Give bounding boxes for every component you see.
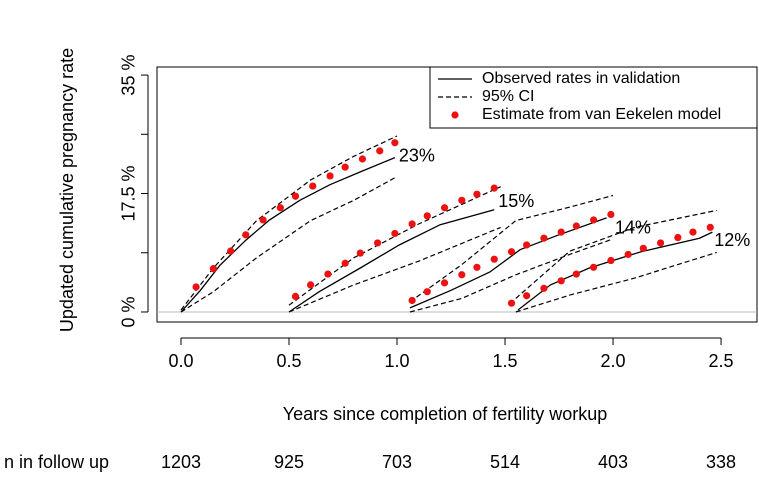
- estimate-point: [458, 271, 466, 279]
- x-axis-label: Years since completion of fertility work…: [283, 404, 607, 424]
- estimate-point: [209, 265, 217, 273]
- estimate-point: [423, 212, 431, 220]
- end-label: 15%: [498, 191, 534, 211]
- line-lower: [180, 176, 717, 313]
- estimate-point: [572, 222, 580, 230]
- estimate-point: [458, 196, 466, 204]
- estimate-point: [523, 241, 531, 249]
- x-tick-label: 2.0: [601, 351, 626, 371]
- estimate-point: [408, 220, 416, 228]
- estimate-point: [473, 263, 481, 271]
- estimate-point: [507, 299, 516, 307]
- estimate-point: [291, 292, 300, 301]
- y-tick-label: 0 %: [119, 296, 139, 327]
- estimate-point: [706, 223, 714, 231]
- estimate-point: [358, 155, 367, 163]
- legend-box: [429, 66, 758, 129]
- estimate-point: [309, 182, 317, 190]
- estimate-point: [639, 244, 647, 252]
- estimate-point: [326, 172, 334, 180]
- estimate-point: [341, 163, 349, 171]
- estimate-point: [440, 279, 449, 287]
- y-tick-label: 35 %: [119, 55, 139, 96]
- end-label: 12%: [714, 230, 750, 250]
- estimate-point: [624, 250, 632, 259]
- estimate-point: [490, 184, 498, 192]
- estimate-point: [540, 234, 548, 242]
- estimate-point: [423, 288, 431, 296]
- y-tick-label: 17.5 %: [119, 165, 139, 221]
- estimate-point: [373, 239, 382, 247]
- estimate-point: [674, 233, 682, 242]
- estimate-point: [607, 210, 615, 219]
- estimate-point: [557, 228, 565, 236]
- estimate-point: [242, 231, 250, 239]
- follow-up-count: 1203: [161, 452, 201, 472]
- estimate-point: [490, 255, 498, 263]
- estimate-point: [259, 216, 267, 224]
- estimate-point: [341, 259, 349, 267]
- legend-symbol: [451, 111, 459, 119]
- estimate-point: [589, 263, 598, 271]
- estimate-point: [589, 216, 598, 224]
- estimate-point: [192, 283, 200, 291]
- follow-up-count: 925: [274, 452, 304, 472]
- estimate-point: [356, 249, 364, 257]
- x-tick-label: 1.0: [384, 351, 409, 371]
- estimate-point: [572, 270, 580, 278]
- estimate-point: [376, 147, 384, 155]
- x-tick-label: 0.0: [168, 351, 193, 371]
- estimate-point: [306, 281, 315, 289]
- line-values: [180, 156, 713, 313]
- estimate-point: [291, 192, 300, 200]
- estimate-point: [276, 204, 284, 212]
- follow-up-count: 703: [382, 452, 412, 472]
- estimate-point: [391, 139, 399, 147]
- estimate-point: [523, 292, 531, 300]
- x-tick-label: 1.5: [493, 351, 518, 371]
- legend-label: Observed rates in validation: [482, 70, 680, 87]
- estimate-point: [324, 270, 332, 278]
- estimate-point: [507, 248, 516, 256]
- line-upper: [180, 135, 717, 311]
- estimate-point: [557, 277, 565, 285]
- end-label: 14%: [615, 217, 651, 237]
- end-label: 23%: [399, 145, 435, 165]
- x-tick-label: 2.5: [709, 351, 734, 371]
- estimate-point: [540, 284, 548, 292]
- estimate-point: [689, 228, 697, 236]
- estimate-point: [440, 204, 449, 212]
- estimate-point: [408, 296, 416, 305]
- follow-up-count: 403: [598, 452, 628, 472]
- x-tick-label: 0.5: [276, 351, 301, 371]
- estimate-point: [391, 229, 399, 238]
- follow-up-count: 514: [490, 452, 520, 472]
- legend-label: 95% CI: [482, 88, 534, 105]
- legend-label: Estimate from van Eekelen model: [482, 106, 721, 123]
- estimate-point: [607, 256, 615, 265]
- estimate-point: [656, 239, 665, 247]
- estimate-point: [227, 247, 235, 255]
- follow-up-count: 338: [706, 452, 736, 472]
- estimate-point: [473, 190, 481, 198]
- follow-up-label: n in follow up: [4, 452, 109, 472]
- y-axis-label: Updated cumulative pregnancy rate: [57, 48, 77, 332]
